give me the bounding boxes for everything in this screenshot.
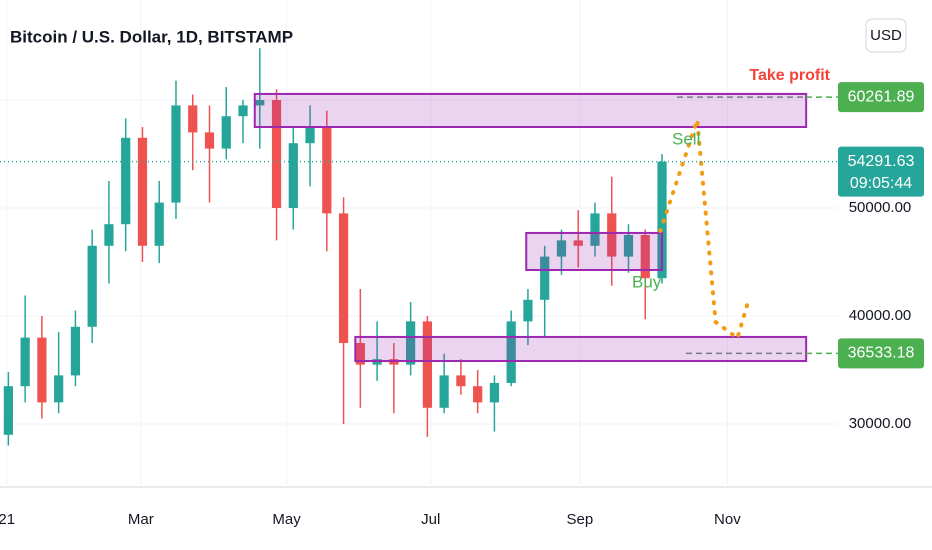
countdown-label: 09:05:44: [850, 175, 912, 192]
price-line-label: 36533.18: [848, 345, 915, 362]
price-line-box: [838, 82, 924, 113]
projection-path: [658, 119, 752, 342]
last-price-label: 54291.63: [848, 153, 915, 170]
candle-body: [70, 326, 81, 376]
candle-body: [422, 321, 432, 408]
candle-body: [137, 137, 148, 246]
candle-body: [540, 256, 550, 300]
candle-body: [640, 234, 650, 279]
price-line-box: [838, 338, 924, 369]
sell-label: Sell: [672, 129, 700, 148]
chart-title: Bitcoin / U.S. Dollar, 1D, BITSTAMP: [10, 27, 293, 46]
candle-body: [20, 337, 30, 387]
plot-layer: [3, 48, 667, 446]
candle-body: [188, 105, 198, 133]
currency-label[interactable]: USD: [870, 27, 902, 44]
x-tick-label: May: [272, 511, 301, 528]
zone: [525, 231, 664, 271]
y-tick-label: 30000.00: [849, 415, 912, 432]
candle-body: [355, 342, 365, 365]
x-tick-label: Sep: [567, 511, 594, 528]
candle-body: [556, 240, 567, 257]
candle-body: [590, 213, 600, 246]
candle-body: [3, 386, 13, 435]
candle-body: [104, 224, 114, 246]
candle-body: [322, 127, 332, 214]
candle-body: [506, 321, 516, 383]
zone: [253, 92, 808, 129]
candle-body: [221, 116, 231, 149]
candle-body: [607, 213, 617, 257]
candle-body: [154, 202, 164, 246]
candle-body: [238, 105, 248, 117]
zone: [354, 335, 808, 363]
x-tick-label: Nov: [714, 511, 741, 528]
candle-body: [573, 240, 583, 246]
currency-button[interactable]: [865, 18, 907, 53]
candle-body: [271, 100, 282, 208]
candle-body: [473, 386, 483, 403]
x-tick-label: Jul: [421, 511, 440, 528]
candle-body: [439, 375, 449, 408]
candle-body: [37, 337, 47, 403]
candle-body: [406, 321, 416, 365]
candle-body: [489, 382, 500, 403]
candle-body: [121, 137, 131, 225]
candle-body: [305, 127, 315, 144]
candle-body: [623, 234, 634, 257]
price-line-label: 60261.89: [848, 88, 915, 105]
candle-body: [255, 100, 265, 106]
take-profit-label: Take profit: [749, 67, 830, 84]
candle-body: [87, 245, 97, 327]
candle-body: [288, 143, 298, 208]
overlay-layer: 30000.0040000.0050000.0060000.0021MarMay…: [0, 67, 924, 528]
candle-body: [523, 299, 533, 322]
y-tick-label: 40000.00: [849, 307, 912, 324]
buy-label: Buy: [632, 272, 662, 291]
x-tick-label: 21: [0, 511, 15, 528]
candle-body: [171, 105, 181, 203]
y-tick-label: 50000.00: [849, 199, 912, 216]
candle-body: [204, 132, 215, 149]
candle-body: [338, 213, 349, 343]
last-price-box: [838, 146, 924, 197]
candle-body: [456, 375, 466, 387]
candle-body: [54, 375, 64, 403]
x-tick-label: Mar: [128, 511, 154, 528]
